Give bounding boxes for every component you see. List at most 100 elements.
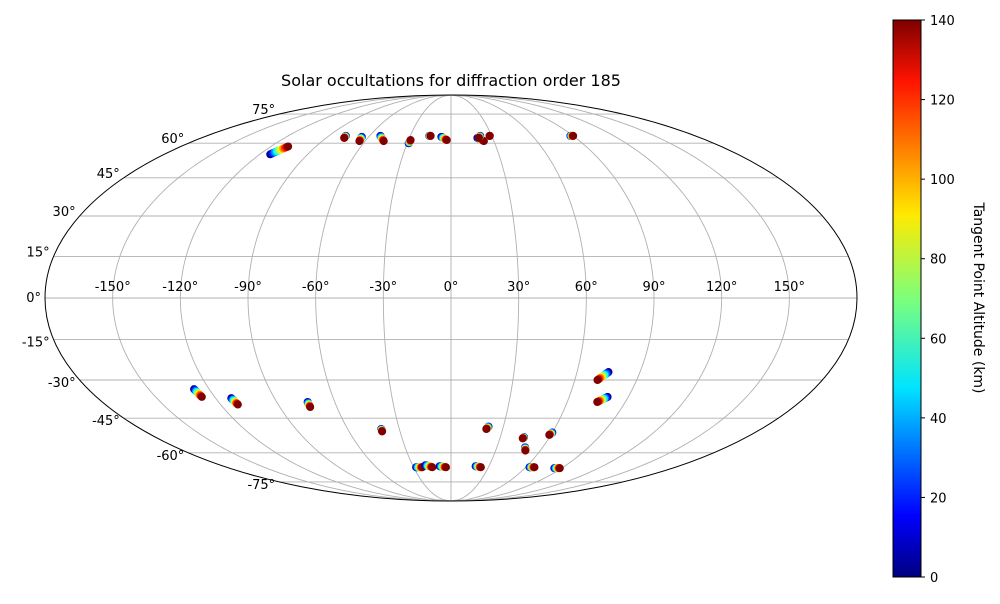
longitude-tick-label: 0°	[444, 280, 459, 295]
latitude-tick-label: 75°	[252, 103, 275, 118]
latitude-tick-label: -45°	[92, 414, 120, 429]
occultation-track	[303, 398, 315, 412]
colorbar-tick-label: 140	[930, 14, 955, 29]
colorbar-gradient	[892, 19, 922, 578]
tangent-point	[545, 430, 554, 439]
tangent-point	[379, 137, 388, 146]
tangent-point	[530, 463, 539, 472]
occultation-track	[482, 422, 493, 433]
occultation-track	[404, 136, 415, 148]
occultation-track	[566, 131, 578, 140]
tangent-point	[521, 446, 530, 455]
colorbar-tick-label: 20	[930, 491, 947, 506]
occultation-track	[190, 385, 206, 401]
colorbar-tick-label: 120	[930, 94, 955, 109]
longitude-tick-label: -60°	[302, 280, 330, 295]
occultation-track	[545, 428, 557, 439]
tangent-point	[428, 463, 437, 472]
tangent-point	[406, 136, 415, 145]
tangent-point	[555, 464, 564, 473]
tangent-point	[340, 133, 349, 142]
latitude-tick-label: -60°	[157, 449, 185, 464]
latitude-tick-label: -30°	[48, 376, 76, 391]
latitude-tick-label: -75°	[247, 478, 275, 493]
occultation-track	[355, 132, 366, 146]
occultation-track	[435, 462, 451, 472]
colorbar-tick-label: 40	[930, 412, 947, 427]
tangent-point	[569, 131, 578, 140]
longitude-tick-label: -150°	[95, 280, 131, 295]
tangent-point	[518, 434, 527, 443]
colorbar-tick-label: 80	[930, 253, 947, 268]
occultation-track	[525, 463, 539, 472]
tangent-point	[442, 463, 451, 472]
latitude-tick-label: 45°	[97, 167, 120, 182]
tangent-point	[355, 137, 364, 146]
tangent-point	[593, 398, 602, 406]
longitude-tick-label: 150°	[774, 280, 805, 295]
tangent-point	[593, 376, 602, 385]
tangent-point	[426, 131, 435, 140]
tangent-point	[485, 131, 494, 140]
longitude-gridline	[450, 95, 723, 501]
latitude-tick-label: 15°	[27, 245, 50, 260]
chart-title: Solar occultations for diffraction order…	[281, 71, 621, 90]
longitude-gridline	[112, 95, 452, 501]
longitude-gridline	[450, 95, 587, 501]
latitude-tick-label: 60°	[161, 132, 184, 147]
map-boundary	[44, 94, 858, 502]
colorbar-tick-label: 0	[930, 571, 938, 586]
occultation-track	[593, 392, 612, 406]
occultation-track	[376, 131, 388, 146]
longitude-gridline	[315, 95, 452, 501]
colorbar-tick-label: 60	[930, 332, 947, 347]
occultation-track	[227, 394, 242, 409]
colorbar-tick-label: 100	[930, 173, 955, 188]
latitude-tick-label: -15°	[22, 336, 50, 351]
occultation-track	[340, 131, 350, 142]
longitude-gridline	[179, 95, 452, 501]
occultation-track	[474, 131, 485, 142]
occultation-track	[421, 461, 437, 472]
tangent-point	[482, 425, 491, 433]
tangent-point	[476, 463, 485, 472]
tangent-point	[378, 427, 387, 436]
longitude-tick-labels: -150° -120° -90° -60° -30° 0° 30° 60° 90° 120° 150…	[95, 280, 805, 295]
longitude-tick-label: 30°	[507, 280, 530, 295]
occultation-track	[437, 132, 451, 145]
occultation-track	[521, 443, 530, 455]
tangent-point	[474, 133, 483, 142]
occultation-track	[593, 368, 613, 385]
colorbar-ticks: 0 20 40 60 80 100 120 140	[921, 14, 955, 586]
latitude-tick-labels: -75° -60° -45° -30° -15° 0° 15° 30° 45° 60° 75°	[22, 103, 275, 493]
longitude-gridline	[450, 95, 790, 501]
tangent-point	[233, 400, 242, 409]
occultation-track	[425, 131, 435, 140]
longitude-gridline	[450, 95, 520, 501]
latitude-tick-label: 0°	[26, 291, 41, 306]
tangent-point	[284, 142, 293, 151]
longitude-tick-label: -30°	[369, 280, 397, 295]
longitude-tick-label: -120°	[162, 280, 198, 295]
longitude-gridline	[450, 95, 655, 501]
longitude-tick-label: -90°	[234, 280, 262, 295]
occultation-points	[190, 131, 613, 473]
colorbar-label: Tangent Point Altitude (km)	[970, 201, 986, 393]
tangent-point	[306, 403, 315, 412]
longitude-tick-label: 90°	[642, 280, 665, 295]
occultation-track	[518, 433, 529, 443]
occultation-track	[485, 131, 494, 140]
map-gridlines	[45, 95, 857, 501]
colorbar: 0 20 40 60 80 100 120 140 Tangent Point Altitud…	[892, 14, 986, 586]
longitude-tick-label: 120°	[706, 280, 737, 295]
latitude-tick-label: 30°	[53, 205, 76, 220]
longitude-gridline	[247, 95, 452, 501]
occultation-track	[550, 464, 564, 473]
longitude-tick-label: 60°	[575, 280, 598, 295]
occultation-track	[266, 142, 293, 159]
occultation-track	[377, 425, 387, 436]
occultation-track	[471, 462, 485, 472]
tangent-point	[442, 136, 451, 145]
